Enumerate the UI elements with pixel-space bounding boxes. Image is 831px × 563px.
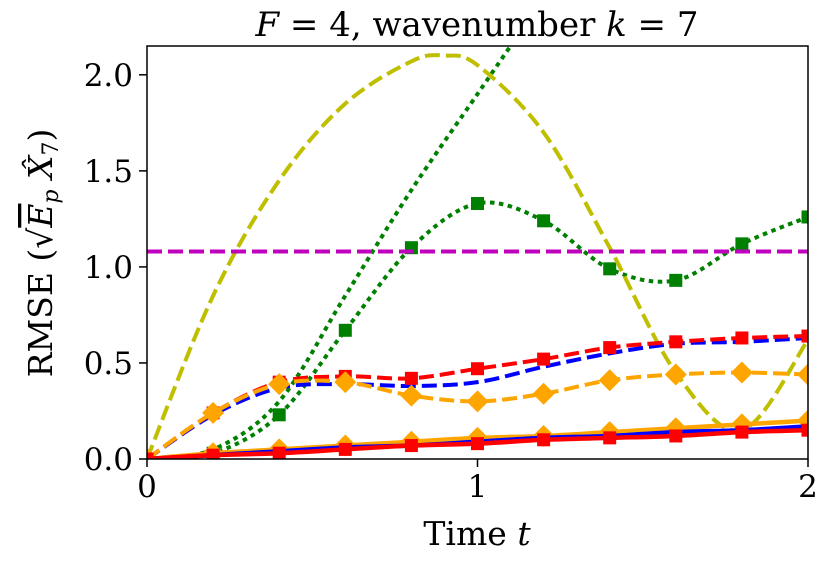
data-point xyxy=(147,452,154,459)
y-tick-label: 1.0 xyxy=(84,250,133,286)
data-point xyxy=(471,437,484,451)
data-point xyxy=(537,433,551,447)
data-point xyxy=(669,273,683,287)
data-point xyxy=(532,382,555,405)
data-point xyxy=(735,237,749,251)
data-point xyxy=(669,335,683,349)
series-line xyxy=(147,335,808,459)
data-point xyxy=(404,371,418,385)
data-point xyxy=(272,446,286,459)
data-point xyxy=(669,429,683,443)
data-point xyxy=(272,408,286,422)
series-layer xyxy=(147,46,808,459)
x-axis-label: Time t xyxy=(423,514,531,553)
data-point xyxy=(537,352,551,366)
series-line xyxy=(147,46,513,459)
series-1 xyxy=(147,46,513,459)
data-point xyxy=(735,425,749,439)
chart-title: F = 4, wavenumber k = 7 xyxy=(255,5,699,45)
tick-layer: 0 1 2 0.0 0.5 1.0 1.5 2.0 xyxy=(84,58,818,505)
data-point xyxy=(730,361,753,384)
data-point xyxy=(603,262,617,276)
series-4 xyxy=(147,335,808,459)
x-tick-label: 2 xyxy=(798,469,818,505)
data-point xyxy=(471,362,484,376)
data-point xyxy=(471,197,484,211)
series-line xyxy=(147,200,808,459)
series-line xyxy=(147,53,808,459)
y-tick-label: 0.0 xyxy=(84,442,133,478)
x-tick-label: 0 xyxy=(137,469,157,505)
y-tick-label: 1.5 xyxy=(84,154,133,190)
data-point xyxy=(338,323,352,337)
data-point xyxy=(537,214,551,228)
data-point xyxy=(466,390,489,413)
data-point xyxy=(801,329,808,343)
data-point xyxy=(603,431,617,445)
data-point xyxy=(206,448,220,459)
data-point xyxy=(334,371,357,394)
data-point xyxy=(603,341,617,355)
data-point xyxy=(598,369,621,392)
data-point xyxy=(664,363,687,386)
y-tick-label: 2.0 xyxy=(84,58,133,94)
series-2 xyxy=(147,53,808,459)
series-0 xyxy=(147,197,808,459)
data-point xyxy=(801,423,808,437)
x-tick-label: 1 xyxy=(468,469,488,505)
y-tick-label: 0.5 xyxy=(84,346,133,382)
data-point xyxy=(801,210,808,224)
y-axis-label: RMSE (√Ep X̂7) xyxy=(20,129,64,378)
data-point xyxy=(268,373,291,396)
series-9 xyxy=(147,423,808,459)
data-point xyxy=(797,363,808,386)
data-point xyxy=(404,439,418,453)
series-6 xyxy=(147,361,808,459)
data-point xyxy=(202,401,225,424)
data-point xyxy=(400,384,423,407)
data-point xyxy=(338,442,352,456)
series-line xyxy=(147,370,808,459)
data-point xyxy=(735,331,749,345)
